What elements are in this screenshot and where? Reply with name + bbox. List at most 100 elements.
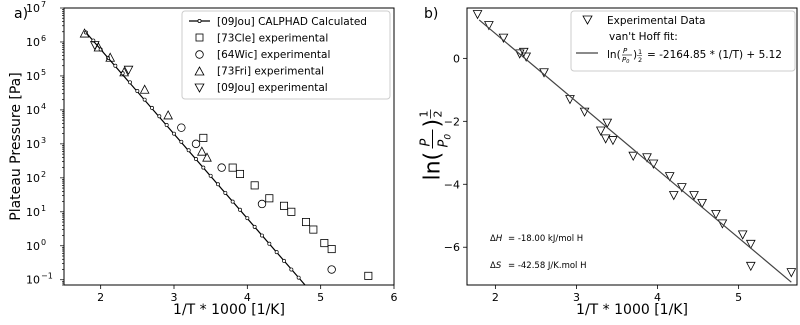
- panel-b-ylabel-exp-num: 1: [418, 111, 431, 118]
- y-tick-exponent: 1: [41, 204, 46, 213]
- y-tick-exponent: 4: [41, 102, 46, 111]
- data-point: [320, 239, 329, 248]
- fit-line: [478, 19, 792, 283]
- panel-a-legend-box: [181, 10, 391, 100]
- panel-b-x-axis-label: 1/T * 1000 [1/K]: [576, 302, 688, 318]
- y-tick-label: −4: [444, 178, 460, 191]
- data-point: [518, 47, 529, 58]
- data-point: [139, 84, 150, 94]
- y-tick-label: 10: [26, 104, 40, 117]
- x-tick-label: 2: [97, 291, 104, 304]
- data-point: [786, 268, 797, 278]
- legend-a-item-4: [09Jou] experimental: [217, 82, 328, 94]
- legend-a-calphad: [09Jou] CALPHAD Calculated: [189, 16, 367, 28]
- data-point: [677, 183, 687, 193]
- calphad-point: [157, 114, 162, 119]
- legend-circle-swatch: [195, 50, 204, 59]
- calphad-point: [216, 182, 220, 187]
- panel-b-ylabel-close: ): [421, 119, 446, 128]
- calphad-point: [208, 173, 213, 178]
- panel-b-annotation-dh: ΔH = -18.00 kJ/mol H: [490, 234, 583, 244]
- calphad-point: [289, 267, 294, 272]
- y-tick-label: −2: [444, 115, 460, 128]
- calphad-point: [274, 250, 279, 255]
- legend-a-item-1: [73Cle] experimental: [217, 33, 328, 45]
- legend-a-09jou: [09Jou] experimental: [194, 82, 328, 94]
- calphad-point: [201, 165, 206, 170]
- calphad-point: [113, 63, 118, 68]
- legend-b-fit-exp-den: 2: [638, 56, 642, 64]
- x-tick-label: 5: [317, 291, 324, 304]
- data-point: [745, 239, 756, 250]
- annotation-dh-symbol: ΔH: [490, 234, 503, 244]
- legend-b-fit-close: ): [633, 49, 637, 61]
- calphad-point: [223, 190, 228, 195]
- data-point: [217, 163, 226, 172]
- data-point: [301, 218, 310, 227]
- x-tick-label: 6: [391, 291, 398, 304]
- calphad-point: [135, 89, 140, 93]
- legend-a-item-0: [09Jou] CALPHAD Calculated: [217, 16, 367, 28]
- x-tick-label: 4: [244, 291, 251, 304]
- panel-b-ylabel-den: P0: [437, 134, 454, 148]
- data-point: [265, 194, 274, 203]
- y-tick-label: 0: [453, 52, 460, 65]
- x-tick-label: 5: [735, 291, 742, 304]
- calphad-point: [238, 207, 242, 212]
- legend-a-item-3: [73Fri] experimental: [217, 66, 324, 78]
- data-point: [364, 271, 373, 280]
- data-point: [287, 207, 296, 216]
- y-tick-label: 10: [26, 70, 40, 83]
- y-tick-label: 10: [26, 36, 40, 49]
- data-point: [257, 199, 267, 209]
- calphad-point: [245, 216, 250, 221]
- data-point: [602, 118, 613, 128]
- x-tick-label: 3: [171, 291, 178, 304]
- series-3: [79, 28, 212, 162]
- legend-b-fit-frac-den: P0: [622, 56, 629, 65]
- x-tick-label: 2: [492, 291, 499, 304]
- legend-a-64wic: [64Wic] experimental: [195, 49, 330, 61]
- panel-b-label: b): [424, 6, 438, 22]
- calphad-point: [230, 199, 235, 204]
- data-point: [697, 198, 707, 209]
- y-tick-label: 10: [26, 206, 40, 219]
- calphad-point: [194, 156, 198, 161]
- calphad-point: [164, 123, 169, 127]
- data-point: [737, 230, 748, 240]
- data-point: [745, 261, 756, 272]
- y-tick-label: 10: [26, 172, 40, 185]
- data-point: [668, 191, 679, 201]
- annotation-ds-value: = -42.58 J/K.mol H: [508, 261, 587, 271]
- y-tick-exponent: 5: [41, 68, 46, 77]
- y-tick-label: 10: [26, 274, 40, 287]
- panel-a-y-axis-label: Plateau Pressure [Pa]: [8, 72, 24, 220]
- legend-b-fit-title: van't Hoff fit:: [609, 31, 678, 43]
- calphad-point: [186, 148, 191, 153]
- data-point: [628, 151, 639, 162]
- x-tick-label: 3: [573, 291, 580, 304]
- legend-a-item-2: [64Wic] experimental: [217, 49, 330, 61]
- calphad-point: [150, 105, 154, 110]
- data-point: [309, 225, 318, 234]
- legend-b-item-0: Experimental Data: [607, 15, 705, 27]
- annotation-dh-value: = -18.00 kJ/mol H: [508, 234, 583, 244]
- panel-b-ylabel-ln: ln(: [421, 152, 446, 181]
- data-point: [717, 219, 728, 229]
- panel-b-legend: Experimental Data van't Hoff fit: ln( P …: [570, 10, 796, 72]
- y-tick-exponent: 0: [41, 238, 46, 247]
- legend-triangle-up-swatch: [194, 66, 205, 76]
- y-tick-label: 10: [26, 138, 40, 151]
- series-0: [472, 10, 797, 278]
- data-point: [202, 152, 212, 162]
- panel-b-series: [472, 10, 797, 283]
- data-point: [711, 209, 721, 220]
- panel-a-legend: [09Jou] CALPHAD Calculated [73Cle] exper…: [181, 10, 391, 100]
- legend-a-73cle: [73Cle] experimental: [195, 33, 328, 45]
- legend-triangle-down-swatch: [582, 15, 593, 25]
- panel-a-series: [79, 28, 373, 286]
- calphad-point: [142, 97, 147, 102]
- panel-b-ylabel-exp-den: 2: [432, 111, 445, 118]
